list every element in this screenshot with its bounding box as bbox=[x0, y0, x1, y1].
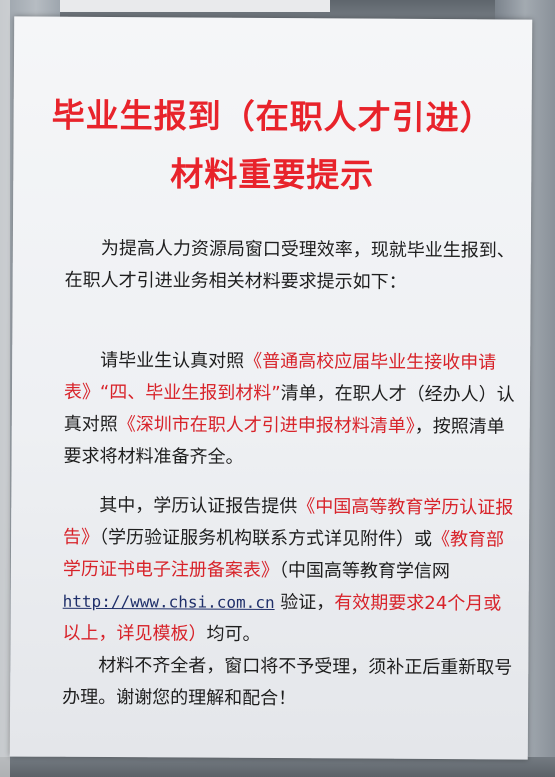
cert-text-4: 验证， bbox=[274, 592, 335, 614]
intro-text: 为提高人力资源局窗口受理效率，现就毕业生报到、在职人才引进业务相关材料要求提示如… bbox=[64, 237, 515, 293]
checklist-text-1: 请毕业生认真对照 bbox=[100, 349, 245, 372]
top-paper-strip bbox=[60, 0, 330, 12]
cert-text-2: （学历验证服务机构联系方式详见附件）或 bbox=[99, 526, 433, 550]
paragraph-checklist: 请毕业生认真对照《普通高校应届毕业生接收申请表》“四、毕业生报到材料”清单，在职… bbox=[63, 345, 516, 476]
title-line-2: 材料重要提示 bbox=[170, 154, 375, 195]
title-line-1: 毕业生报到（在职人才引进） bbox=[51, 95, 494, 138]
cert-text-5: 均可。 bbox=[206, 623, 261, 645]
paragraph-closing: 材料不齐全者，窗口将不予受理，须补正后重新取号办理。谢谢您的理解和配合！ bbox=[62, 650, 514, 717]
chsi-link[interactable]: http://www.chsi.com.cn bbox=[62, 591, 275, 613]
cert-text-3: （中国高等教育学信网 bbox=[278, 560, 450, 583]
wall-bottom bbox=[0, 757, 555, 777]
notice-sheet: 毕业生报到（在职人才引进） 材料重要提示 为提高人力资源局窗口受理效率，现就毕业… bbox=[9, 16, 533, 760]
paragraph-certification: 其中，学历认证报告提供《中国高等教育学历认证报告》（学历验证服务机构联系方式详见… bbox=[62, 490, 515, 653]
cert-text-1: 其中，学历认证报告提供 bbox=[99, 494, 298, 518]
left-paper-edge bbox=[0, 0, 10, 777]
paragraph-intro: 为提高人力资源局窗口受理效率，现就毕业生报到、在职人才引进业务相关材料要求提示如… bbox=[65, 233, 517, 300]
talent-checklist-name: 《深圳市在职人才引进申报材料清单》 bbox=[117, 414, 415, 437]
closing-text: 材料不齐全者，窗口将不予受理，须补正后重新取号办理。谢谢您的理解和配合！ bbox=[62, 654, 513, 710]
